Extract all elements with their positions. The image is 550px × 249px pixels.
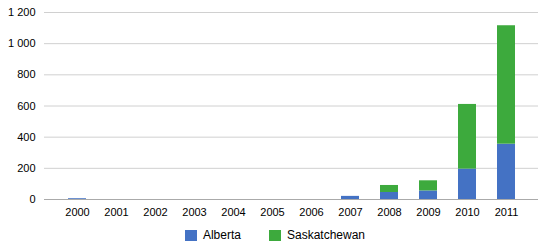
svg-text:0: 0 <box>29 193 35 205</box>
svg-text:2011: 2011 <box>495 206 519 218</box>
svg-text:400: 400 <box>17 131 35 143</box>
svg-text:2006: 2006 <box>299 206 323 218</box>
html-text:Saskatchewan: Saskatchewan <box>287 228 365 242</box>
html-text:Alberta: Alberta <box>203 228 241 242</box>
svg-text:800: 800 <box>17 68 35 80</box>
svg-text:2010: 2010 <box>455 206 479 218</box>
svg-text:200: 200 <box>17 162 35 174</box>
svg-text:2004: 2004 <box>221 206 245 218</box>
svg-text:2002: 2002 <box>143 206 167 218</box>
svg-text:2008: 2008 <box>377 206 401 218</box>
svg-text:2000: 2000 <box>65 206 89 218</box>
svg-text:600: 600 <box>17 100 35 112</box>
svg-text:2005: 2005 <box>260 206 284 218</box>
svg-text:2003: 2003 <box>182 206 206 218</box>
svg-text:2009: 2009 <box>416 206 440 218</box>
svg-text:1 200: 1 200 <box>8 6 36 18</box>
svg-text:2001: 2001 <box>104 206 128 218</box>
svg-text:2007: 2007 <box>338 206 362 218</box>
svg-text:1 000: 1 000 <box>8 37 36 49</box>
